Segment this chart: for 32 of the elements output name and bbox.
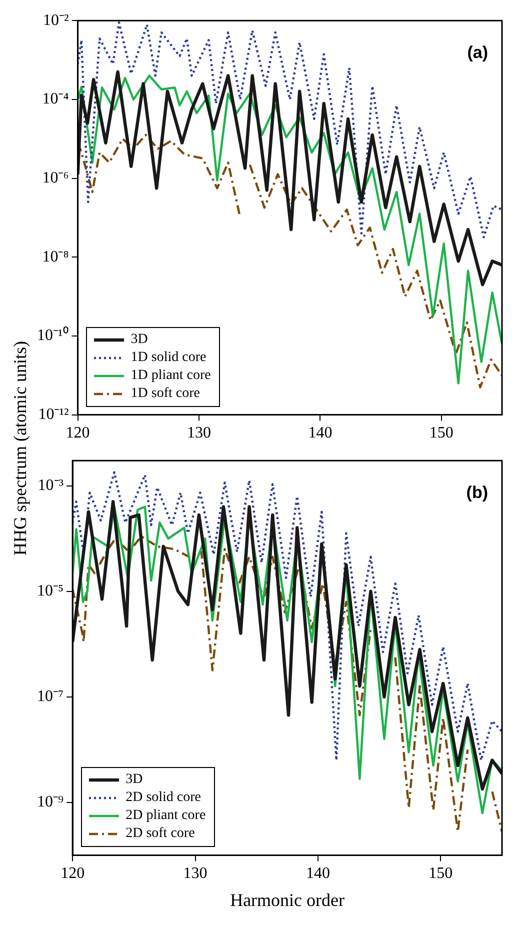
annotation: (b) xyxy=(466,482,488,502)
legend-label: 2D solid core xyxy=(126,789,202,808)
y-tick-label: 10⁻¹² xyxy=(38,406,69,424)
annotation: (a) xyxy=(467,42,488,62)
legend-label: 1D solid core xyxy=(130,348,206,367)
x-tick-label: 130 xyxy=(187,424,211,442)
x-tick-label: 130 xyxy=(183,865,208,882)
x-tick-label: 150 xyxy=(428,865,453,882)
y-tick-label: 10⁻⁶ xyxy=(42,169,69,186)
y-tick-label: 10⁻⁴ xyxy=(42,90,70,108)
x-axis-title: Harmonic order xyxy=(230,890,345,910)
legend-label: 2D soft core xyxy=(126,825,195,844)
y-tick-label: 10⁻⁸ xyxy=(42,248,69,266)
y-tick-label: 10⁻⁷ xyxy=(37,688,64,706)
y-tick-label: 10⁻⁵ xyxy=(37,582,64,600)
line-series xyxy=(78,21,502,238)
x-tick-label: 120 xyxy=(60,865,85,882)
line-series xyxy=(72,471,502,762)
legend-label: 3D xyxy=(130,330,148,349)
x-tick-label: 150 xyxy=(429,424,454,442)
y-tick-label: 10⁻³ xyxy=(38,476,64,494)
legend-label: 1D pliant core xyxy=(130,366,211,385)
legend-label: 3D xyxy=(126,771,143,790)
x-tick-label: 120 xyxy=(66,424,90,442)
x-tick-label: 140 xyxy=(308,424,332,442)
y-tick-label: 10⁻⁹ xyxy=(37,794,64,811)
x-tick-label: 140 xyxy=(306,865,330,882)
y-axis-title: HHG spectrum (atomic units) xyxy=(10,340,30,556)
legend-label: 1D soft core xyxy=(130,384,200,403)
y-tick-label: 10⁻² xyxy=(43,12,69,29)
legend-label: 2D pliant core xyxy=(126,807,206,826)
y-tick-label: 10⁻¹⁰ xyxy=(37,326,69,344)
